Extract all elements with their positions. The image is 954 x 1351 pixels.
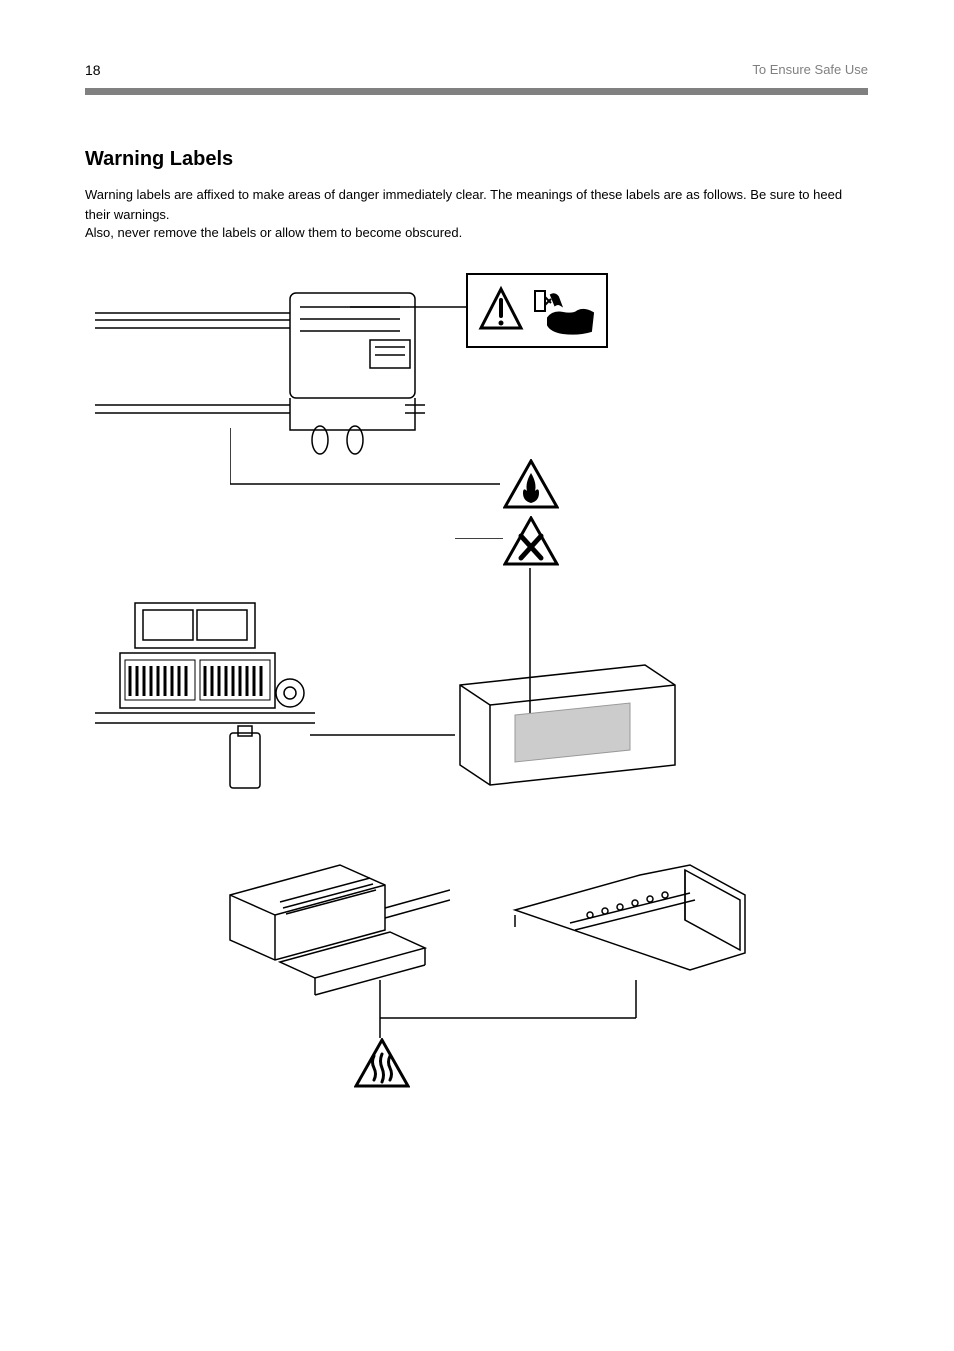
label-hands-caution — [466, 273, 608, 348]
connector-line-5 — [378, 980, 638, 1042]
body-text-2: Also, never remove the labels or allow t… — [85, 223, 462, 243]
page-number: 18 — [85, 62, 101, 78]
body-text-1: Warning labels are affixed to make areas… — [85, 185, 868, 224]
warning-icon-flammable — [503, 459, 559, 509]
diagram-printer-rear — [95, 598, 315, 808]
header-title: To Ensure Safe Use — [752, 62, 868, 77]
connector-line-4 — [310, 730, 455, 745]
diagram-ink-cartridge — [450, 655, 690, 795]
section-header: Warning Labels — [85, 148, 233, 171]
header-bar — [85, 88, 868, 95]
warning-icon-high-temp — [354, 1038, 410, 1088]
connector-line-1 — [350, 305, 468, 310]
connector-line-2 — [230, 428, 505, 543]
